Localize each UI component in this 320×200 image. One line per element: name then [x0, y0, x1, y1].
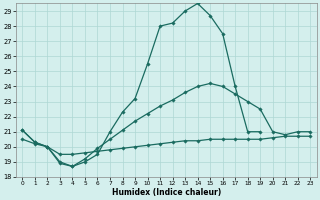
X-axis label: Humidex (Indice chaleur): Humidex (Indice chaleur) [112, 188, 221, 197]
